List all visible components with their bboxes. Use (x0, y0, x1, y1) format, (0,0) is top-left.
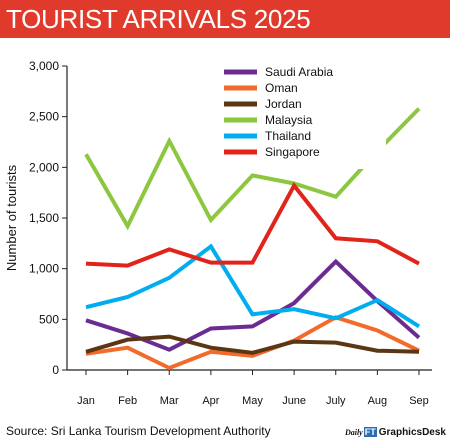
chart-axes: 0 500 1,000 1,500 2,000 2,500 3,000 Jan Feb Mar Ap… (4, 59, 432, 407)
y-tick-label: 0 (52, 363, 59, 377)
series-line-thailand (85, 243, 421, 329)
series-layer (84, 107, 421, 371)
y-tick-label: 3,000 (29, 59, 59, 73)
line-chart: 0 500 1,000 1,500 2,000 2,500 3,000 Jan Feb Mar Ap… (4, 59, 432, 407)
credit-mark: Daily FT GraphicsDesk (345, 425, 446, 439)
logo-ft-text: FT (363, 427, 377, 437)
x-tick-label: Aug (368, 395, 388, 407)
x-tick-label: May (242, 395, 263, 407)
y-axis-title: Number of tourists (4, 164, 19, 271)
x-tick-label: Feb (118, 395, 137, 407)
y-tick-label: 1,000 (29, 262, 59, 276)
x-tick-label: Jan (77, 395, 95, 407)
x-tick-label: Mar (160, 395, 179, 407)
x-tick-label: June (282, 395, 306, 407)
y-tick-label: 2,500 (29, 110, 59, 124)
x-tick-label: Apr (202, 395, 219, 407)
y-tick-label: 2,000 (29, 160, 59, 174)
legend-label-oman: Oman (265, 81, 298, 95)
legend-label-saudi-arabia: Saudi Arabia (265, 65, 333, 79)
dailyft-logo: Daily FT (345, 427, 377, 437)
legend-label-malaysia: Malaysia (265, 113, 313, 127)
graphics-desk-label: GraphicsDesk (378, 426, 446, 438)
y-tick-label: 500 (39, 312, 59, 326)
series-line-singapore (85, 181, 420, 268)
legend-label-thailand: Thailand (265, 129, 311, 143)
legend-label-jordan: Jordan (265, 97, 302, 111)
x-tick-label: Sep (409, 395, 429, 407)
legend-label-singapore: Singapore (265, 145, 320, 159)
source-note: Source: Sri Lanka Tourism Development Au… (6, 424, 271, 438)
y-tick-label: 1,500 (29, 211, 59, 225)
series-line-jordan (85, 334, 420, 355)
title-banner: TOURIST ARRIVALS 2025 (0, 0, 450, 38)
legend: Saudi Arabia Oman Jordan Malaysia Thailand Si… (218, 59, 386, 169)
chart-title: TOURIST ARRIVALS 2025 (6, 4, 311, 34)
logo-daily-text: Daily (344, 427, 363, 437)
x-tick-label: July (326, 395, 346, 407)
series-line-oman (85, 315, 420, 371)
